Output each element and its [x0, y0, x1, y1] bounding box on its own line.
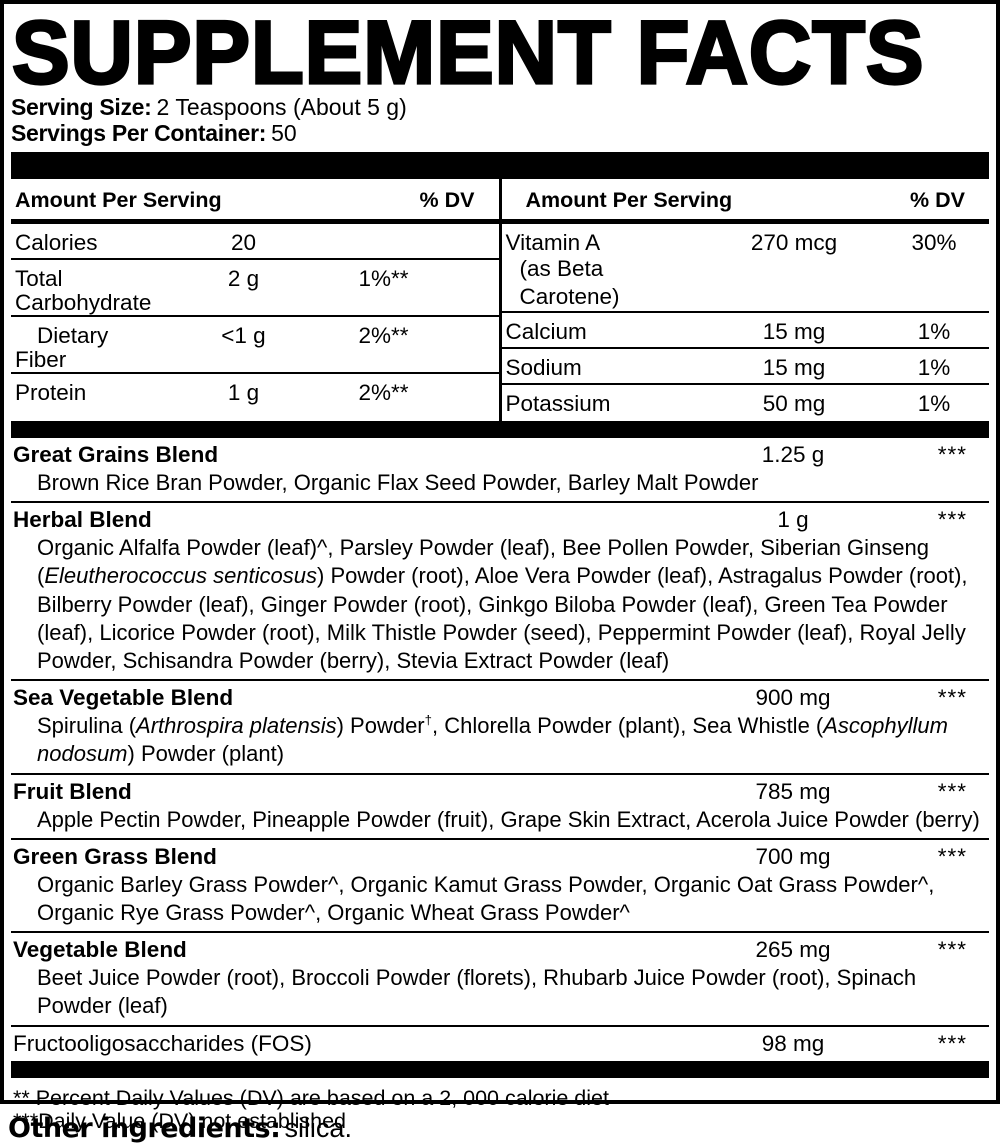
panel-title: SUPPLEMENT FACTS: [10, 2, 925, 102]
nutrient-name: Total Carbohydrate: [15, 266, 152, 315]
nutrient-amount: <1 g: [221, 323, 266, 348]
blends-section: Great Grains Blend 1.25 g *** Brown Rice…: [11, 438, 989, 1061]
blend-name: Herbal Blend: [13, 507, 152, 533]
blend-dv: ***: [937, 442, 967, 467]
nutrient-amount: 2 g: [227, 266, 260, 291]
nutrient-columns: Amount Per Serving % DV Calories 20 Tota…: [11, 179, 989, 421]
footnote-daily-values: ** Percent Daily Values (DV) are based o…: [13, 1085, 609, 1110]
separator-bar-bottom: [11, 1060, 989, 1078]
separator-bar-top: [11, 152, 989, 179]
blend-dv: ***: [937, 937, 967, 963]
nutrient-row: Calories 20: [11, 224, 499, 260]
nutrient-amount: 270 mcg: [750, 230, 838, 255]
servings-per-container-line: Servings Per Container: 50: [11, 120, 989, 146]
nutrient-name: Protein: [15, 380, 87, 405]
nutrient-dv: 1%: [917, 391, 951, 416]
blend-ingredients: Organic Barley Grass Powder^, Organic Ka…: [37, 871, 935, 926]
blend-ingredients: Apple Pectin Powder, Pineapple Powder (f…: [37, 806, 980, 832]
nutrient-name: Calories: [15, 230, 98, 255]
column-header-left: Amount Per Serving % DV: [11, 179, 499, 224]
blend-name: Great Grains Blend: [13, 442, 219, 467]
blend-name: Sea Vegetable Blend: [13, 685, 234, 711]
blend-row: Fruit Blend 785 mg *** Apple Pectin Powd…: [11, 775, 989, 840]
nutrient-row: Potassium 50 mg 1%: [502, 385, 990, 421]
blend-row: Great Grains Blend 1.25 g *** Brown Rice…: [11, 438, 989, 504]
blend-name: Green Grass Blend: [13, 843, 217, 869]
nutrient-dv: 1%**: [358, 266, 409, 291]
nutrient-name: Potassium: [505, 391, 611, 416]
serving-size-label: Serving Size:: [11, 94, 152, 120]
blend-dv: ***: [937, 778, 967, 804]
blend-row: Herbal Blend 1 g *** Organic Alfalfa Pow…: [11, 503, 989, 682]
blend-row: Vegetable Blend 265 mg *** Beet Juice Po…: [11, 933, 989, 1027]
amount-per-serving-header: Amount Per Serving: [525, 188, 733, 212]
blend-row: Green Grass Blend 700 mg *** Organic Bar…: [11, 840, 989, 934]
nutrient-row: Protein 1 g 2%**: [11, 374, 499, 410]
nutrient-name: Sodium: [505, 355, 582, 380]
other-ingredients-label: Other ingredients:: [8, 1113, 281, 1144]
nutrient-name: Dietary Fiber: [15, 323, 109, 372]
nutrient-dv: 1%: [917, 355, 951, 380]
nutrient-dv: 2%**: [358, 380, 409, 405]
amount-per-serving-header: Amount Per Serving: [15, 188, 222, 212]
column-header-right: Amount Per Serving % DV: [501, 179, 989, 224]
blend-ingredients: Beet Juice Powder (root), Broccoli Powde…: [37, 965, 917, 1019]
blend-amount: 98 mg: [761, 1030, 825, 1056]
percent-dv-header: % DV: [419, 188, 475, 212]
blend-amount: 1.25 g: [761, 442, 825, 467]
blend-amount: 1 g: [777, 507, 809, 533]
blend-name: Vegetable Blend: [13, 937, 187, 963]
blend-amount: 900 mg: [755, 685, 831, 711]
blend-row: Sea Vegetable Blend 900 mg *** Spirulina…: [11, 681, 989, 775]
nutrient-row: Dietary Fiber <1 g 2%**: [11, 317, 499, 374]
blend-name: Fruit Blend: [13, 778, 132, 804]
separator-bar-middle: [11, 421, 989, 438]
nutrient-row: Calcium 15 mg 1%: [501, 313, 989, 349]
nutrient-amount: 1 g: [227, 380, 260, 405]
nutrient-amount: 20: [230, 230, 257, 255]
nutrient-dv: 30%: [911, 230, 957, 255]
percent-dv-header: % DV: [910, 188, 965, 212]
other-ingredients-line: Other ingredients: silica.: [8, 1112, 1000, 1145]
blend-dv: ***: [937, 843, 967, 869]
serving-info: Serving Size: 2 Teaspoons (About 5 g) Ser…: [11, 94, 989, 146]
blend-ingredients: Spirulina (Arthrospira platensis) Powder…: [37, 712, 948, 767]
servings-per-container-value: 50: [271, 120, 297, 146]
blend-amount: 265 mg: [755, 937, 831, 963]
footnotes: ** Percent Daily Values (DV) are based o…: [11, 1078, 989, 1134]
blend-amount: 785 mg: [755, 778, 831, 804]
nutrient-dv: 1%: [917, 319, 951, 344]
footnote-dv-not-established: ***Daily Value (DV) not established: [13, 1109, 347, 1134]
blend-name: Fructooligosaccharides (FOS): [13, 1030, 312, 1056]
blend-dv: ***: [937, 685, 967, 711]
blend-ingredients: Brown Rice Bran Powder, Organic Flax See…: [37, 470, 759, 495]
blend-dv: ***: [937, 507, 967, 533]
column-divider: [498, 179, 502, 421]
servings-per-container-label: Servings Per Container:: [11, 120, 267, 146]
nutrient-row: Sodium 15 mg 1%: [501, 349, 989, 385]
nutrient-dv: 2%**: [358, 323, 409, 348]
nutrient-column-left: Amount Per Serving % DV Calories 20 Tota…: [11, 179, 499, 421]
nutrient-column-right: Amount Per Serving % DV Vitamin A (as Bet…: [501, 179, 990, 421]
nutrient-amount: 15 mg: [762, 319, 826, 344]
nutrient-name: Calcium: [505, 319, 587, 344]
blend-ingredients: Organic Alfalfa Powder (leaf)^, Parsley …: [37, 535, 968, 674]
blend-row: Fructooligosaccharides (FOS) 98 mg ***: [11, 1027, 989, 1061]
nutrient-name: Vitamin A (as Beta Carotene): [506, 231, 710, 311]
serving-size-value: 2 Teaspoons (About 5 g): [156, 94, 407, 120]
nutrient-row: Vitamin A (as Beta Carotene) 270 mcg 30%: [501, 224, 989, 313]
blend-dv: ***: [937, 1030, 967, 1056]
blend-amount: 700 mg: [755, 843, 831, 869]
nutrient-name-sub: (as Beta Carotene): [519, 256, 620, 309]
nutrient-row: Total Carbohydrate 2 g 1%**: [11, 260, 499, 317]
other-ingredients-value: silica.: [284, 1113, 352, 1143]
nutrient-amount: 15 mg: [762, 355, 826, 380]
nutrient-amount: 50 mg: [762, 391, 826, 416]
serving-size-line: Serving Size: 2 Teaspoons (About 5 g): [11, 94, 989, 120]
